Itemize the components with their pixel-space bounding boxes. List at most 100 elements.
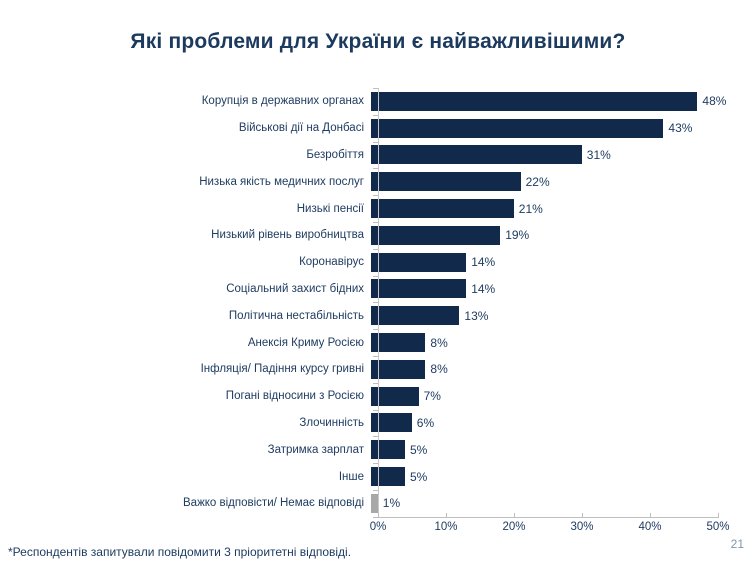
bar-row: Політична нестабільність 13%: [0, 302, 756, 329]
value-label: 43%: [668, 121, 693, 136]
value-label: 14%: [471, 281, 496, 296]
bar: [371, 252, 467, 272]
value-label: 8%: [430, 362, 448, 377]
x-axis-tick-label: 10%: [434, 521, 458, 533]
bar: [371, 279, 467, 299]
y-axis-line: [378, 88, 379, 517]
bar: [371, 386, 419, 406]
category-label: Анексія Криму Росією: [247, 336, 364, 349]
bar-row: Низькі пенсії 21%: [0, 195, 756, 222]
y-axis-tick: [373, 114, 378, 116]
bar: [371, 225, 501, 245]
bar: [371, 145, 582, 165]
bar: [371, 467, 405, 487]
bar: [371, 413, 412, 433]
x-axis-tick: [650, 513, 651, 518]
value-label: 21%: [518, 201, 543, 216]
value-label: 13%: [464, 308, 489, 323]
page-number: 21: [730, 537, 744, 551]
bar-row: Соціальний захист бідних 14%: [0, 276, 756, 303]
value-label: 8%: [430, 335, 448, 350]
x-axis-tick-label: 30%: [570, 521, 594, 533]
bar-row: Затримка зарплат 5%: [0, 436, 756, 463]
bar: [371, 91, 698, 111]
footnote: *Респондентів запитували повідомити 3 пр…: [8, 545, 352, 559]
y-axis-tick: [373, 302, 378, 304]
bar-row: Погані відносини з Росією 7%: [0, 383, 756, 410]
x-axis-tick-label: 50%: [706, 521, 730, 533]
y-axis-tick: [373, 248, 378, 250]
category-label: Інфляція/ Падіння курсу гривні: [200, 363, 364, 376]
x-axis-tick: [378, 513, 379, 518]
y-axis-tick: [373, 382, 378, 384]
y-axis-tick: [373, 168, 378, 170]
y-axis-tick: [373, 436, 378, 438]
bar-row: Анексія Криму Росією 8%: [0, 329, 756, 356]
bar-row: Злочинність 6%: [0, 410, 756, 437]
category-label: Низькі пенсії: [296, 202, 364, 215]
category-label: Затримка зарплат: [267, 443, 364, 456]
x-axis-tick-label: 0%: [369, 521, 387, 533]
bar-row: Низька якість медичних послуг 22%: [0, 168, 756, 195]
x-axis-line: [378, 517, 719, 518]
y-axis-tick: [373, 195, 378, 197]
value-label: 5%: [410, 442, 428, 457]
bar: [371, 199, 514, 219]
category-label: Інше: [338, 470, 364, 483]
category-label: Соціальний захист бідних: [226, 282, 364, 295]
x-axis-tick: [514, 513, 515, 518]
bar-row: Корупція в державних органах 48%: [0, 88, 756, 115]
bar: [371, 359, 426, 379]
category-label: Політична нестабільність: [228, 309, 364, 322]
bar-rows: Корупція в державних органах 48% Військові…: [0, 88, 756, 517]
x-axis-tick: [446, 513, 447, 518]
value-label: 5%: [410, 469, 428, 484]
y-axis-tick: [373, 141, 378, 143]
bar: [371, 333, 426, 353]
bar: [371, 440, 405, 460]
y-axis-tick: [373, 275, 378, 277]
bar-row: Коронавірус 14%: [0, 249, 756, 276]
bar: [371, 172, 521, 192]
value-label: 31%: [586, 147, 611, 162]
x-axis-tick-label: 40%: [638, 521, 662, 533]
bar-row: Безробіття 31%: [0, 142, 756, 169]
value-label: 1%: [382, 496, 401, 511]
x-axis-tick: [582, 513, 583, 518]
y-axis-tick: [373, 490, 378, 491]
category-label: Військові дії на Донбасі: [238, 122, 364, 135]
y-axis-tick: [373, 356, 378, 357]
value-label: 7%: [423, 389, 441, 404]
value-label: 48%: [702, 94, 727, 109]
bar-row: Інше 5%: [0, 463, 756, 490]
category-label: Важко відповісти/ Немає відповіді: [183, 497, 364, 510]
category-label: Безробіття: [306, 148, 364, 161]
bar-row: Військові дії на Донбасі 43%: [0, 115, 756, 142]
category-label: Низький рівень виробництва: [211, 229, 364, 242]
y-axis-tick: [373, 463, 378, 465]
bar: [371, 493, 378, 513]
bar: [371, 118, 664, 138]
category-label: Злочинність: [299, 416, 364, 429]
category-label: Погані відносини з Росією: [225, 390, 364, 403]
y-axis-tick: [373, 329, 378, 331]
bar-row: Низький рівень виробництва 19%: [0, 222, 756, 249]
bar: [371, 306, 460, 326]
y-axis-tick: [373, 409, 378, 411]
value-label: 6%: [416, 415, 435, 430]
y-axis-tick: [373, 88, 378, 89]
bar-row: Важко відповісти/ Немає відповіді 1%: [0, 490, 756, 517]
value-label: 22%: [525, 174, 550, 189]
category-label: Корупція в державних органах: [201, 95, 364, 108]
value-label: 14%: [471, 255, 496, 270]
category-label: Коронавірус: [299, 256, 364, 269]
chart-title: Які проблеми для України є найважливішим…: [130, 30, 626, 53]
category-label: Низька якість медичних послуг: [199, 175, 364, 188]
x-axis-tick-label: 20%: [502, 521, 526, 533]
x-axis-tick: [718, 513, 719, 518]
bar-row: Інфляція/ Падіння курсу гривні 8%: [0, 356, 756, 383]
y-axis-tick: [373, 222, 378, 223]
value-label: 19%: [505, 228, 530, 243]
